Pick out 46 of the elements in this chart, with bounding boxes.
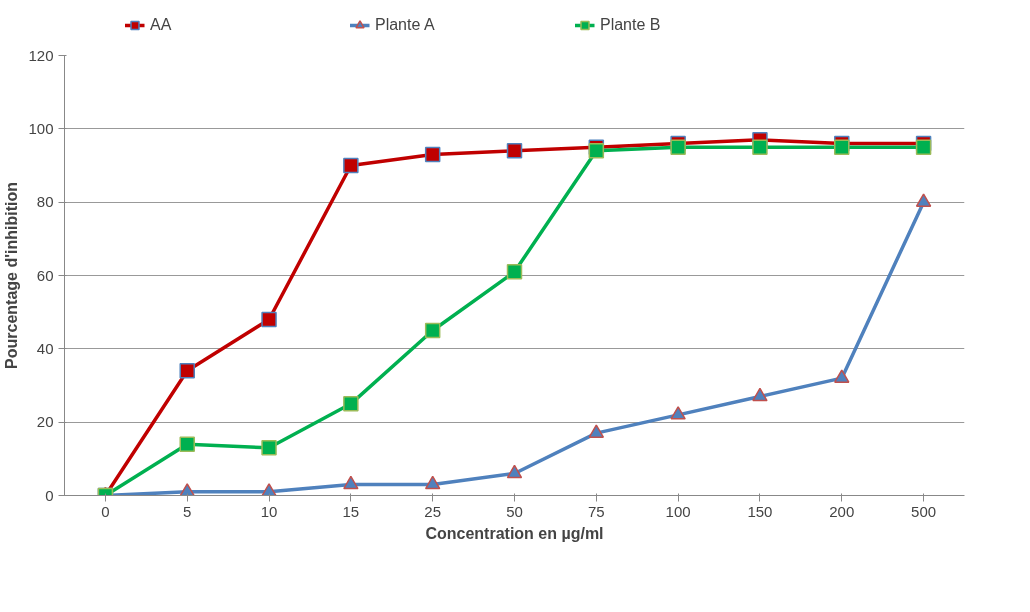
point	[588, 143, 605, 159]
point	[752, 139, 768, 155]
y-tick-label: 60	[36, 266, 54, 284]
x-tick-label: 100	[665, 502, 691, 520]
y-tick-label: 120	[28, 46, 54, 64]
point	[915, 193, 932, 207]
x-tick-label: 15	[342, 502, 360, 520]
point	[343, 396, 359, 412]
x-tick-label: 75	[587, 502, 605, 520]
x-tick-label: 200	[829, 502, 855, 520]
x-tick-label: 5	[183, 502, 192, 520]
y-tick-label: 80	[36, 193, 54, 211]
x-axis-title: Concentration en µg/ml	[425, 524, 604, 542]
point	[261, 311, 277, 328]
point	[506, 143, 523, 159]
x-tick-label: 10	[260, 502, 278, 520]
point	[424, 322, 441, 339]
y-axis-title: Pourcentage d'inhibition	[3, 182, 21, 369]
point	[670, 139, 686, 155]
point	[588, 424, 605, 438]
x-tick-label: 0	[101, 502, 110, 520]
point	[506, 264, 523, 280]
point	[343, 475, 359, 490]
x-tick-label: 150	[747, 502, 773, 520]
point	[670, 406, 686, 420]
point	[179, 363, 195, 379]
point	[834, 139, 850, 155]
point	[343, 157, 359, 174]
point	[915, 139, 932, 155]
point	[179, 436, 195, 452]
point	[834, 369, 850, 383]
legend-label: Plante A	[374, 16, 436, 34]
y-tick-label: 20	[36, 413, 54, 431]
x-tick-label: 500	[911, 502, 937, 520]
x-tick-label: 50	[506, 502, 523, 520]
point	[752, 387, 768, 402]
y-tick-label: 40	[36, 339, 54, 357]
legend-label: Plante B	[599, 16, 662, 34]
y-tick-label: 100	[28, 119, 54, 137]
legend-label: AA	[149, 16, 173, 34]
y-tick-label: 0	[45, 486, 54, 504]
point	[424, 475, 441, 490]
x-tick-label: 25	[424, 502, 442, 520]
point	[261, 440, 277, 456]
point	[424, 146, 441, 163]
point	[506, 464, 523, 479]
